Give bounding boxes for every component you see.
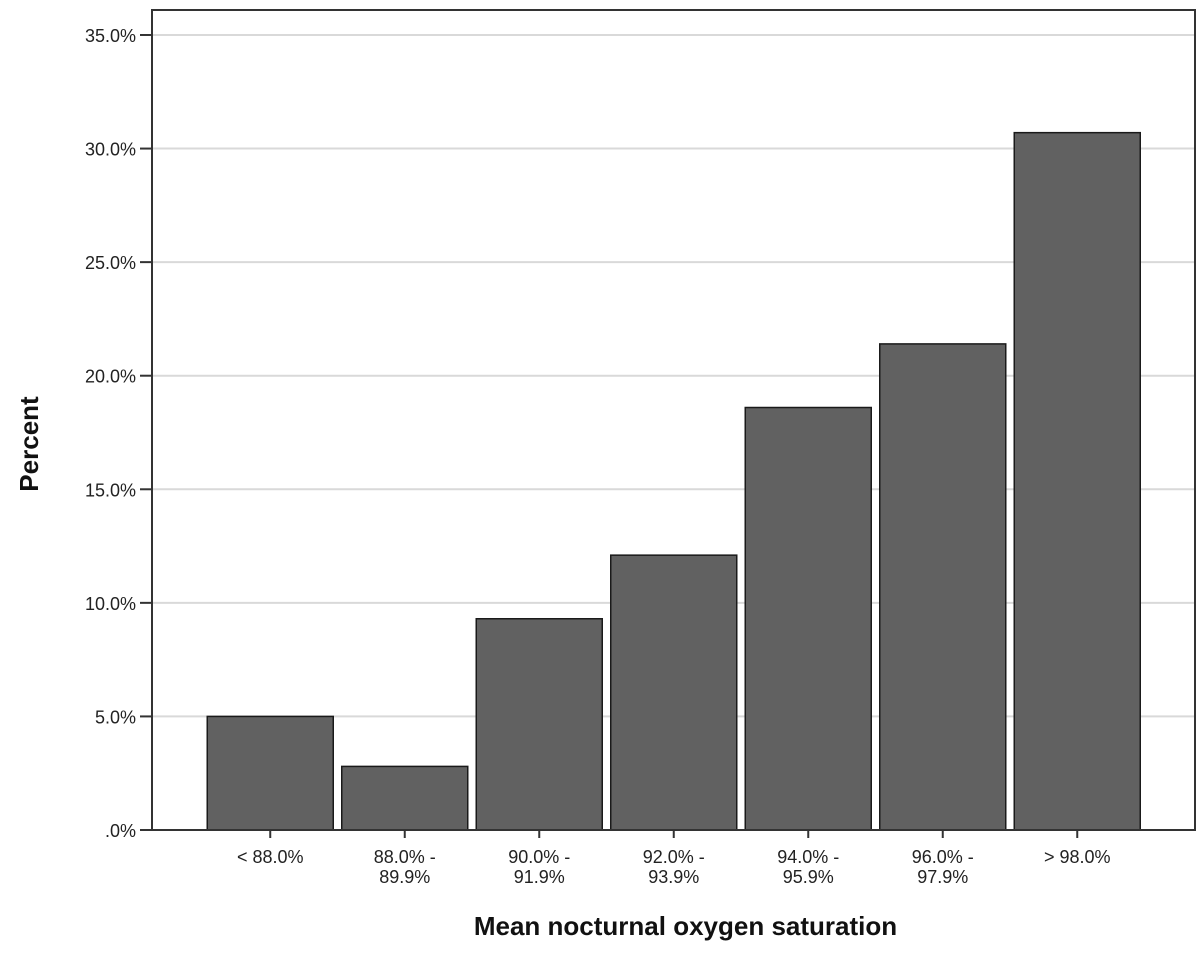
bar — [475, 618, 603, 831]
x-tick-label: 88.0% -89.9% — [374, 847, 436, 887]
bar — [206, 715, 334, 831]
x-tick-label: 96.0% -97.9% — [912, 847, 974, 887]
y-tick-label: 5.0% — [95, 707, 136, 727]
x-tick-label: 94.0% -95.9% — [777, 847, 839, 887]
y-tick-label: 30.0% — [85, 140, 136, 160]
y-tick-label: 20.0% — [85, 367, 136, 387]
bar — [341, 765, 469, 831]
x-tick-label: < 88.0% — [237, 847, 304, 867]
x-tick-labels: < 88.0% 88.0% -89.9% 90.0% -91.9% 92.0% -93… — [237, 830, 1111, 887]
y-tick-labels: .0% 5.0% 10.0% 15.0% 20.0% 25.0% 30.0% 35.0% — [85, 26, 152, 841]
y-tick-label: 10.0% — [85, 594, 136, 614]
x-tick-label: > 98.0% — [1044, 847, 1111, 867]
y-tick-label: 15.0% — [85, 480, 136, 500]
y-tick-label: .0% — [105, 821, 136, 841]
bars — [206, 131, 1141, 831]
y-tick-label: 25.0% — [85, 253, 136, 273]
bar — [879, 343, 1007, 831]
x-tick-label: 92.0% -93.9% — [643, 847, 705, 887]
bar — [610, 554, 738, 831]
x-tick-label: 90.0% -91.9% — [508, 847, 570, 887]
y-tick-label: 35.0% — [85, 26, 136, 46]
y-axis-title: Percent — [14, 396, 44, 492]
bar — [744, 406, 872, 831]
bar — [1013, 131, 1141, 831]
x-axis-title: Mean nocturnal oxygen saturation — [474, 911, 897, 941]
grid-lines — [152, 33, 1195, 718]
